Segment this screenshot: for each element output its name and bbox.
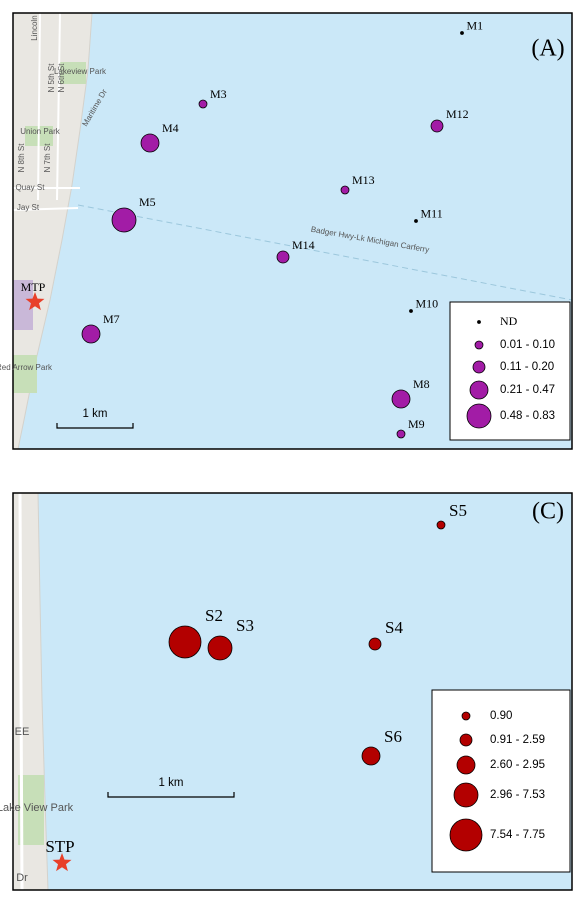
map-label: Dr [16, 872, 28, 884]
legend-label: 7.54 - 7.75 [490, 829, 545, 841]
map-label: N 8th St [17, 143, 26, 173]
legend-label: 0.90 [490, 710, 512, 722]
station-marker [340, 185, 350, 195]
legend-marker [472, 360, 486, 374]
station-marker [361, 746, 381, 766]
station-label: M4 [162, 121, 179, 135]
station-label: M7 [103, 312, 120, 326]
site-label: MTP [21, 280, 46, 294]
map-label: Red Arrow Park [0, 363, 53, 372]
legend-marker [469, 380, 489, 400]
legend-label: 0.91 - 2.59 [490, 734, 545, 746]
map-label: Union Park [20, 127, 61, 136]
station-marker [430, 119, 444, 133]
legend-label: 0.48 - 0.83 [500, 410, 555, 422]
station-label: M9 [408, 417, 425, 431]
station-marker [168, 625, 202, 659]
legend-marker [459, 733, 473, 747]
station-marker [207, 635, 233, 661]
station-marker [368, 637, 382, 651]
map-label: EE [15, 726, 30, 738]
legend-marker [466, 403, 492, 429]
station-marker [396, 429, 406, 439]
station-label: M12 [446, 107, 469, 121]
scale-bar [56, 423, 134, 429]
station-label: S6 [384, 727, 402, 746]
legend-marker [456, 755, 476, 775]
scale-label: 1 km [159, 777, 184, 789]
station-marker [436, 520, 446, 530]
panel-frame [12, 12, 573, 450]
site-label: STP [45, 837, 74, 856]
legend-label: ND [500, 314, 518, 328]
panel-label: (C) [532, 499, 564, 525]
station-label: S4 [385, 618, 403, 637]
station-marker [414, 219, 418, 223]
station-label: S2 [205, 606, 223, 625]
station-marker [81, 324, 101, 344]
map-label: Lake View Park [0, 802, 74, 814]
site-star [52, 853, 72, 872]
map-label: Lakeview Park [54, 67, 107, 76]
legend-marker [461, 711, 471, 721]
station-marker [276, 250, 290, 264]
site-star [25, 292, 45, 311]
station-label: M3 [210, 87, 227, 101]
legend-label: 2.60 - 2.95 [490, 759, 545, 771]
map-base [13, 13, 572, 449]
station-label: S5 [449, 501, 467, 520]
station-marker [140, 133, 160, 153]
panel-label: (A) [531, 36, 564, 62]
station-marker [460, 31, 464, 35]
station-marker [409, 309, 413, 313]
map-label: Jay St [17, 203, 40, 212]
station-label: M10 [416, 296, 439, 310]
legend-label: 0.01 - 0.10 [500, 339, 555, 351]
map-label: N 5th St [47, 63, 56, 93]
legend-marker [477, 320, 481, 324]
legend-marker [453, 782, 479, 808]
station-label: M11 [421, 206, 443, 220]
station-label: M8 [413, 377, 430, 391]
map-label: Quay St [16, 183, 46, 192]
legend-label: 0.11 - 0.20 [500, 361, 554, 373]
map-label: N 6th St [57, 63, 66, 93]
scale-bar [107, 792, 235, 798]
station-label: M13 [352, 173, 375, 187]
station-label: M5 [139, 195, 156, 209]
station-marker [111, 207, 137, 233]
legend-marker [449, 818, 483, 852]
legend-marker [474, 340, 484, 350]
map-label: Lincoln [30, 15, 39, 40]
scale-label: 1 km [83, 408, 108, 420]
station-label: M14 [292, 238, 315, 252]
legend-label: 0.21 - 0.47 [500, 384, 555, 396]
station-marker [198, 99, 208, 109]
map-label: N 7th St [43, 143, 52, 173]
legend-label: 2.96 - 7.53 [490, 789, 545, 801]
station-label: S3 [236, 616, 254, 635]
station-marker [391, 389, 411, 409]
panel-frame [12, 492, 573, 891]
station-label: M1 [467, 18, 484, 32]
